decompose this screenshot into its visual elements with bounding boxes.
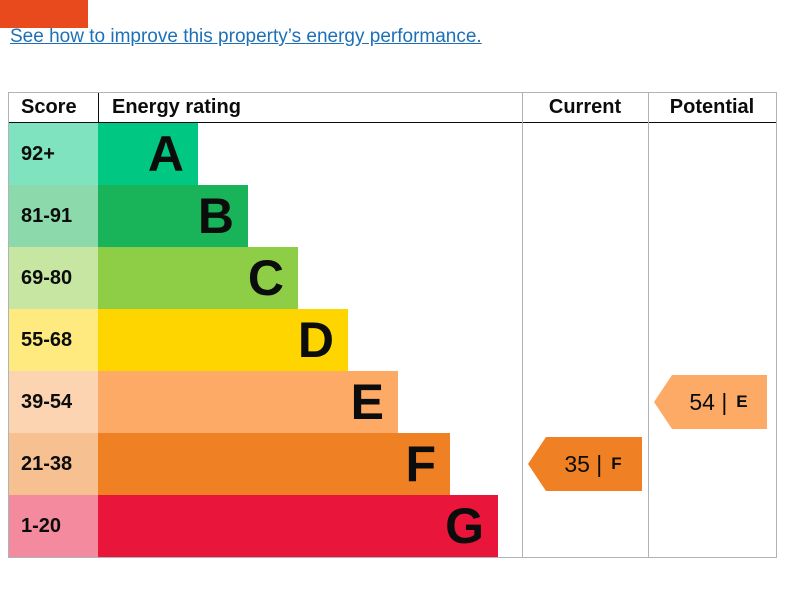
table-row-d: 55-68 D: [9, 309, 776, 371]
table-row-f: 21-38 F: [9, 433, 776, 495]
table-header: Score Energy rating Current Potential: [9, 93, 776, 123]
potential-column-divider: [648, 93, 649, 557]
score-cell-g: 1-20: [9, 495, 98, 557]
epc-table: Score Energy rating Current Potential 92…: [8, 92, 777, 558]
rating-bar-a: A: [98, 123, 198, 185]
header-potential: Potential: [669, 96, 755, 118]
header-current: Current: [548, 96, 622, 118]
current-rating-arrow-badge: 35 | F: [528, 437, 642, 491]
rating-bar-f: F: [98, 433, 450, 495]
header-divider: [98, 93, 99, 123]
score-cell-d: 55-68: [9, 309, 98, 371]
partial-banner: [0, 0, 88, 28]
table-row-a: 92+ A: [9, 123, 776, 185]
improve-energy-performance-link[interactable]: See how to improve this property’s energ…: [10, 26, 482, 47]
rating-bar-c: C: [98, 247, 298, 309]
score-cell-a: 92+: [9, 123, 98, 185]
score-cell-c: 69-80: [9, 247, 98, 309]
rating-bar-d: D: [98, 309, 348, 371]
header-score: Score: [21, 96, 77, 118]
table-row-b: 81-91 B: [9, 185, 776, 247]
table-row-e: 39-54 E: [9, 371, 776, 433]
score-cell-f: 21-38: [9, 433, 98, 495]
score-cell-e: 39-54: [9, 371, 98, 433]
header-energy-rating: Energy rating: [112, 96, 241, 118]
rating-bar-e: E: [98, 371, 398, 433]
rating-bar-b: B: [98, 185, 248, 247]
potential-band-letter: E: [736, 392, 748, 411]
table-row-g: 1-20 G: [9, 495, 776, 557]
rating-bar-g: G: [98, 495, 498, 557]
potential-score-value: 54 |: [689, 388, 728, 415]
table-row-c: 69-80 C: [9, 247, 776, 309]
score-cell-b: 81-91: [9, 185, 98, 247]
current-score-value: 35 |: [564, 450, 603, 477]
current-band-letter: F: [611, 454, 622, 473]
current-column-divider: [522, 93, 523, 557]
potential-rating-arrow-badge: 54 | E: [654, 375, 767, 429]
